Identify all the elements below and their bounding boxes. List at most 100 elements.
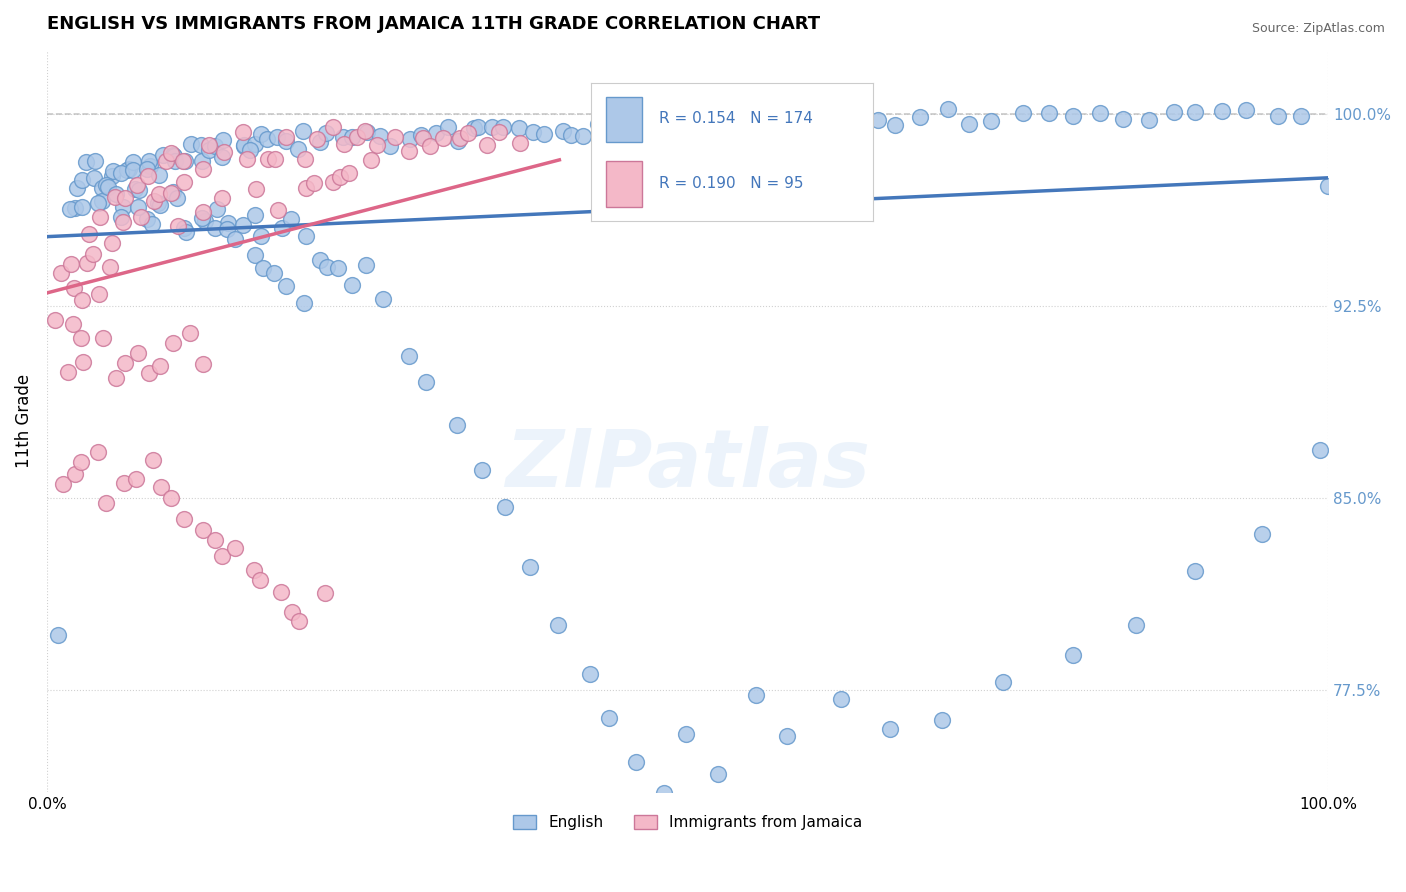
Point <box>148 187 170 202</box>
Point <box>190 137 212 152</box>
Point <box>463 121 485 136</box>
Point <box>60 257 83 271</box>
Point <box>883 118 905 132</box>
Point <box>342 129 364 144</box>
Point <box>159 145 181 160</box>
Point <box>138 154 160 169</box>
Point <box>432 130 454 145</box>
Point <box>125 178 148 192</box>
Point <box>243 208 266 222</box>
Point <box>152 148 174 162</box>
Point <box>191 211 214 225</box>
Point <box>211 191 233 205</box>
Point <box>522 125 544 139</box>
Point <box>180 136 202 151</box>
Point <box>292 296 315 310</box>
Point <box>91 331 114 345</box>
Point <box>419 139 441 153</box>
Point <box>745 688 768 702</box>
Point <box>626 755 648 769</box>
Point <box>332 130 354 145</box>
Point <box>193 523 215 537</box>
Point <box>146 195 169 210</box>
Point <box>322 176 344 190</box>
Point <box>519 560 541 574</box>
Point <box>112 215 135 229</box>
Point <box>232 125 254 139</box>
Point <box>62 281 84 295</box>
Point <box>1211 103 1233 118</box>
Point <box>828 116 851 130</box>
Point <box>337 166 360 180</box>
Point <box>616 115 638 129</box>
Point <box>1137 112 1160 127</box>
Point <box>287 142 309 156</box>
Point <box>173 153 195 168</box>
Point <box>398 144 420 158</box>
Point <box>294 152 316 166</box>
Point <box>70 455 93 469</box>
Point <box>270 221 292 235</box>
Point <box>112 476 135 491</box>
Point <box>437 120 460 134</box>
Point <box>671 118 693 132</box>
Point <box>205 202 228 216</box>
Point <box>87 195 110 210</box>
Point <box>87 287 110 301</box>
Point <box>316 260 339 274</box>
Point <box>735 128 758 143</box>
Point <box>114 356 136 370</box>
Point <box>467 120 489 135</box>
Point <box>128 183 150 197</box>
Point <box>264 153 287 167</box>
Point <box>193 204 215 219</box>
Point <box>224 232 246 246</box>
Point <box>249 127 271 141</box>
Point <box>172 153 194 168</box>
Point <box>643 111 665 125</box>
Point <box>179 326 201 341</box>
Point <box>678 126 700 140</box>
Point <box>76 256 98 270</box>
Point <box>243 563 266 577</box>
Point <box>101 164 124 178</box>
Point <box>373 293 395 307</box>
Point <box>162 335 184 350</box>
Point <box>1250 526 1272 541</box>
Point <box>149 480 172 494</box>
Point <box>65 467 87 481</box>
Point <box>571 129 593 144</box>
Point <box>245 248 267 262</box>
Point <box>176 225 198 239</box>
Point <box>425 126 447 140</box>
Point <box>588 117 610 131</box>
Point <box>1125 618 1147 632</box>
Point <box>166 219 188 233</box>
Point <box>117 161 139 176</box>
Point <box>166 191 188 205</box>
Point <box>63 202 86 216</box>
Point <box>212 133 235 147</box>
Point <box>96 496 118 510</box>
Point <box>162 147 184 161</box>
Point <box>494 500 516 514</box>
Point <box>135 211 157 226</box>
Point <box>97 180 120 194</box>
Point <box>70 172 93 186</box>
Point <box>326 261 349 276</box>
Point <box>378 138 401 153</box>
Point <box>215 221 238 235</box>
Point <box>509 136 531 150</box>
Point <box>217 216 239 230</box>
Point <box>129 210 152 224</box>
Point <box>808 120 831 134</box>
Point <box>138 366 160 380</box>
Point <box>560 128 582 142</box>
Point <box>232 218 254 232</box>
Point <box>447 134 470 148</box>
Point <box>879 723 901 737</box>
Point <box>191 162 214 177</box>
Point <box>866 113 889 128</box>
Point <box>122 154 145 169</box>
Point <box>87 445 110 459</box>
